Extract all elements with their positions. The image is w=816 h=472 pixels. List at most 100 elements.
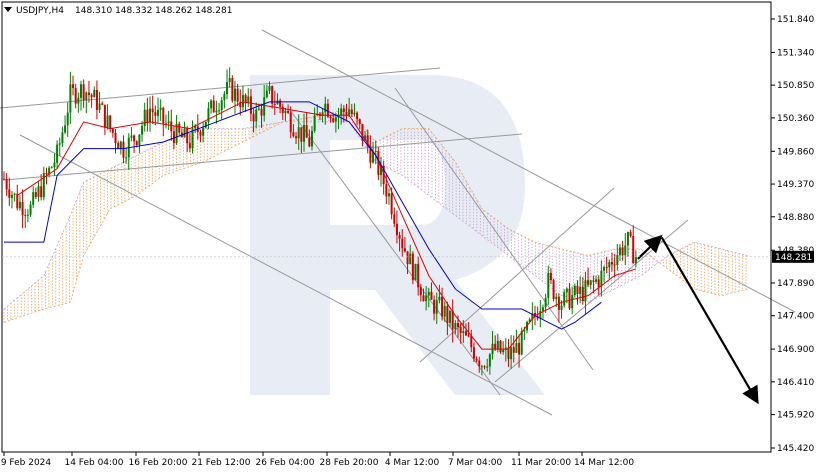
y-tick-label: 145.920 <box>777 411 814 421</box>
candle-bull <box>210 100 213 109</box>
candle-bull <box>297 127 300 139</box>
candle-bear <box>459 326 462 333</box>
x-tick-label: 26 Feb 04:00 <box>255 458 314 468</box>
candle-bull <box>414 263 417 281</box>
candle-bear <box>329 116 332 119</box>
y-tick-label: 145.420 <box>777 444 814 454</box>
candle-bear <box>401 238 404 249</box>
candle-bull <box>544 297 547 308</box>
candle-bear <box>441 296 444 317</box>
candle-bull <box>310 130 313 147</box>
x-tick-label: 21 Feb 12:00 <box>191 458 250 468</box>
candle-bull <box>48 167 51 175</box>
candle-bear <box>411 253 414 281</box>
candle-bull <box>241 95 244 108</box>
trendline-1 <box>0 67 441 109</box>
candle-bull <box>268 86 271 91</box>
candle-bull <box>56 144 59 163</box>
candle-bull <box>156 109 159 116</box>
candle-bull <box>223 94 226 101</box>
y-tick-label: 147.890 <box>777 279 814 289</box>
candle-bull <box>353 112 356 114</box>
y-tick-label: 147.400 <box>777 312 814 322</box>
candle-bear <box>403 248 406 252</box>
candle-bull <box>618 247 621 256</box>
symbol-label: USDJPY,H4 <box>16 6 64 16</box>
candle-bear <box>369 146 372 163</box>
candle-bull <box>520 331 523 355</box>
candle-bear <box>74 88 77 104</box>
candle-bull <box>42 173 45 198</box>
candle-bear <box>621 247 624 256</box>
candle-bull <box>624 245 627 256</box>
y-tick-label: 148.880 <box>777 213 814 223</box>
candle-bear <box>212 100 215 113</box>
candle-bull <box>555 296 558 300</box>
candle-bull <box>143 109 146 126</box>
candle-bear <box>281 106 284 114</box>
candle-bear <box>231 78 234 101</box>
candle-bear <box>576 285 579 295</box>
candle-bull <box>149 108 152 123</box>
candle-bull <box>372 151 375 163</box>
candle-bull <box>284 110 287 114</box>
candle-bull <box>77 97 80 104</box>
candle-bull <box>579 286 582 295</box>
candle-bear <box>236 88 239 102</box>
candle-bull <box>24 214 27 216</box>
candle-bear <box>8 189 11 198</box>
candle-bear <box>472 347 475 359</box>
candle-bull <box>53 162 56 168</box>
x-tick-label: 28 Feb 20:00 <box>319 458 378 468</box>
last-price-tag <box>772 250 814 263</box>
candle-bull <box>58 143 61 145</box>
chart-header: USDJPY,H4 148.310 148.332 148.262 148.28… <box>4 6 232 16</box>
cloud-span-a-line <box>3 108 748 323</box>
candle-bull <box>488 354 491 367</box>
candle-bear <box>34 192 37 197</box>
candle-bear <box>21 202 24 216</box>
ohlc-label: 148.310 148.332 148.262 148.281 <box>75 6 232 16</box>
candle-bear <box>244 95 247 103</box>
y-tick-label: 150.850 <box>777 81 814 91</box>
candle-bull <box>334 117 337 122</box>
candle-bull <box>502 349 505 353</box>
candle-bear <box>135 141 138 146</box>
candle-bear <box>172 131 175 144</box>
candle-bull <box>50 167 53 169</box>
candle-bear <box>308 137 311 147</box>
candle-bear <box>395 223 398 236</box>
candle-bull <box>175 123 178 144</box>
candle-bull <box>64 125 67 133</box>
candle-bull <box>340 108 343 115</box>
last-price-label: 148.281 <box>775 253 812 263</box>
candle-bull <box>93 89 96 98</box>
candle-bear <box>512 347 515 353</box>
candle-bull <box>573 285 576 296</box>
candle-bear <box>499 340 502 353</box>
candle-bull <box>32 192 35 205</box>
candle-bull <box>130 135 133 138</box>
candle-bull <box>449 310 452 323</box>
forecast-arrow-up <box>637 234 663 260</box>
candle-bear <box>446 306 449 323</box>
candle-bull <box>515 342 518 353</box>
candle-bull <box>85 92 88 101</box>
candle-bear <box>305 125 308 138</box>
candle-bear <box>377 151 380 176</box>
candle-bear <box>549 272 552 281</box>
candle-bull <box>106 115 109 128</box>
candle-bear <box>464 331 467 336</box>
candle-bear <box>186 128 189 144</box>
candle-bear <box>252 113 255 122</box>
candle-bear <box>146 109 149 123</box>
candle-bear <box>87 92 90 95</box>
candle-bear <box>385 184 388 197</box>
candle-bull <box>265 90 268 98</box>
candle-bear <box>632 235 635 264</box>
candle-bull <box>313 115 316 131</box>
candle-bull <box>141 125 144 135</box>
candle-bull <box>380 165 383 176</box>
dropdown-triangle-icon[interactable] <box>4 7 12 12</box>
